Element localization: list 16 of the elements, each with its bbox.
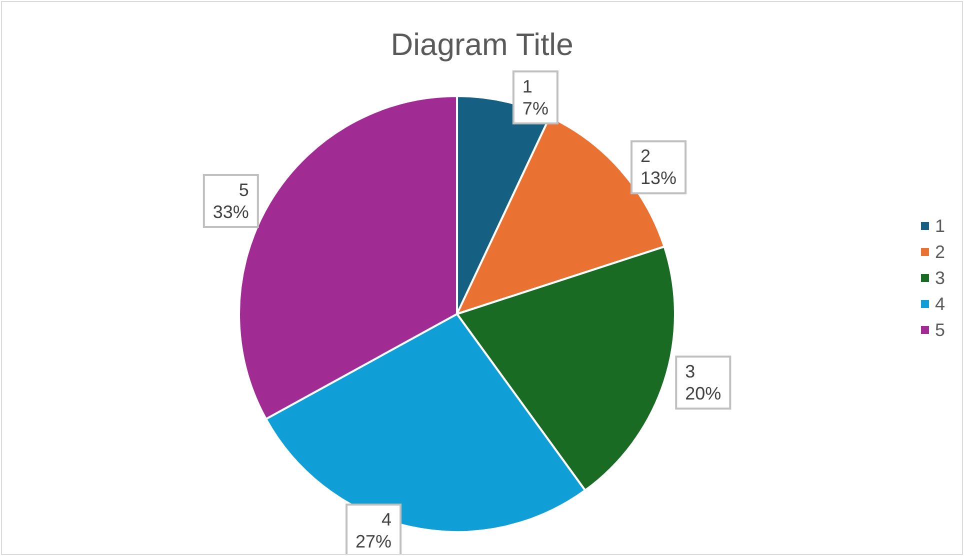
data-label: 27% xyxy=(356,532,392,552)
legend-label: 4 xyxy=(934,294,946,314)
data-label: 20% xyxy=(685,384,722,404)
slice-label: 5 xyxy=(238,180,249,200)
data-label: 7% xyxy=(522,98,548,118)
legend-label: 1 xyxy=(934,216,946,236)
chart-title: Diagram Title xyxy=(390,27,574,62)
legend-label: 2 xyxy=(934,242,946,262)
legend-label: 3 xyxy=(934,268,946,288)
slice-label: 3 xyxy=(685,362,696,382)
legend-label: 5 xyxy=(934,320,946,340)
slice-label: 1 xyxy=(522,76,532,96)
data-label: 13% xyxy=(640,168,677,188)
slice-label: 2 xyxy=(640,146,651,166)
data-label: 33% xyxy=(212,202,249,222)
slice-label: 4 xyxy=(382,510,392,530)
